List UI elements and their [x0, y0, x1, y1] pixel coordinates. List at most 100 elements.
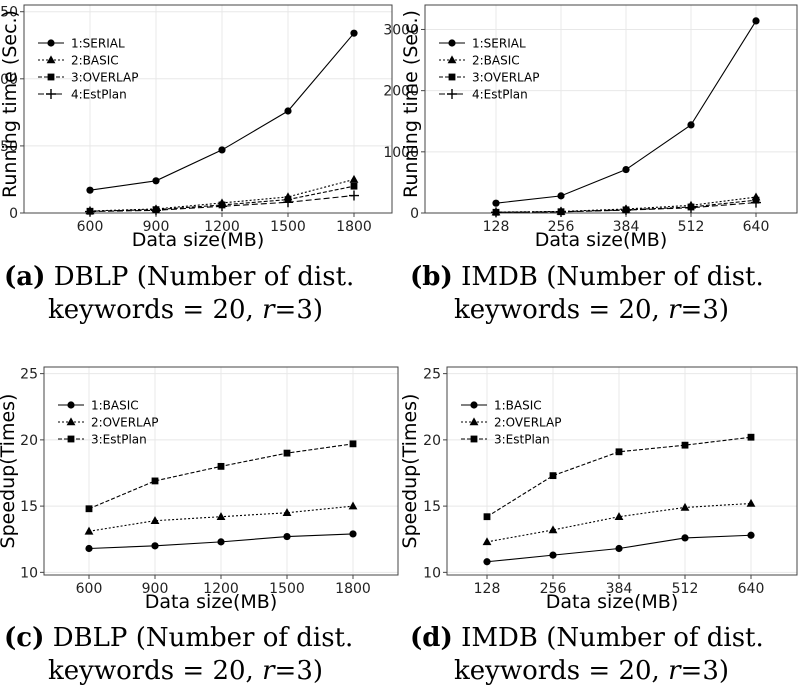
series-2-point	[348, 501, 358, 510]
series-4-point	[283, 197, 293, 208]
series-2-point	[482, 537, 492, 546]
y-axis-label: Speedup(Times)	[399, 394, 421, 549]
caption-value: =3)	[275, 295, 323, 325]
series-2-point	[84, 526, 94, 535]
y-tick-label: 20	[20, 433, 38, 449]
series-line	[89, 195, 355, 213]
x-tick-label: 384	[613, 219, 640, 235]
x-tick-label: 256	[540, 581, 567, 597]
series-3-point	[217, 462, 225, 470]
series-1-point	[687, 121, 695, 129]
y-tick-label: 100	[0, 72, 18, 88]
series-1-point	[492, 199, 500, 207]
legend-point	[447, 89, 457, 99]
x-axis-label: Data size(MB)	[132, 229, 265, 251]
series-1-point	[217, 538, 225, 546]
legend-entry: 2:BASIC	[71, 54, 119, 68]
x-tick-label: 900	[142, 581, 169, 597]
series-4-point	[621, 205, 631, 216]
series-3-point	[85, 505, 93, 513]
series-4-point	[85, 206, 95, 217]
x-axis-label: Data size(MB)	[546, 591, 679, 613]
caption-value: =3)	[275, 656, 323, 686]
caption-value: =3)	[681, 295, 729, 325]
x-tick-label: 1500	[270, 219, 306, 235]
series-1	[86, 29, 358, 194]
x-tick-label: 384	[606, 581, 633, 597]
caption-rest: (Number of dist.	[546, 262, 764, 292]
legend-point	[46, 89, 56, 99]
x-tick-label: 1200	[204, 219, 240, 235]
caption-db: IMDB	[461, 623, 538, 653]
series-4-point	[751, 197, 761, 208]
caption-space	[453, 262, 461, 292]
legend-point	[470, 401, 478, 409]
x-axis-label: Data size(MB)	[535, 229, 668, 251]
series-4-point	[686, 202, 696, 213]
caption-space	[660, 295, 668, 325]
legend-entry: 3:EstPlan	[494, 433, 550, 447]
y-tick-label: 15	[423, 499, 441, 515]
series-2	[482, 498, 756, 546]
legend-entry: 1:SERIAL	[472, 37, 526, 51]
gridlines	[44, 367, 398, 575]
chart-panel-2: 0 1000 2000 3000 128 256 384 512 640 Data size(MB…	[383, 4, 798, 325]
y-tick-label: 0	[410, 206, 419, 222]
series-1-point	[615, 544, 623, 553]
legend: 1:BASIC 2:OVERLAP 3:EstPlan	[461, 399, 561, 447]
legend-entry: 1:BASIC	[494, 399, 542, 413]
legend-entry: 3:OVERLAP	[472, 71, 539, 85]
caption-db: DBLP	[54, 262, 129, 292]
y-tick-label: 3000	[383, 22, 419, 38]
series-1-point	[85, 544, 93, 553]
legend-entry: 1:BASIC	[91, 399, 139, 413]
y-tick-label: 20	[423, 433, 441, 449]
chart-panel-4: 10 15 20 25 128 256 384 512 640 Data size(MB) Spee…	[399, 366, 798, 686]
caption-line-1: (c) DBLP (Number of dist.	[4, 623, 353, 653]
series-1-point	[283, 532, 291, 541]
series-2-point	[680, 502, 690, 511]
caption-variable: r	[668, 295, 682, 325]
y-tick-label: 0	[9, 206, 18, 222]
series-2	[84, 501, 358, 535]
legend-point	[67, 401, 75, 409]
legend-point	[47, 73, 55, 81]
x-tick-label: 1200	[203, 581, 239, 597]
legend-entry: 4:EstPlan	[71, 88, 127, 102]
y-axis-label: Speedup(Times)	[0, 394, 19, 549]
series-4	[85, 190, 359, 217]
series-3	[483, 433, 755, 521]
x-tick-label: 128	[474, 581, 501, 597]
legend-entry: 2:OVERLAP	[494, 416, 561, 430]
legend-point	[47, 39, 55, 47]
series-3-point	[350, 182, 358, 190]
x-tick-label: 900	[143, 219, 170, 235]
caption-rest: (Number of dist.	[546, 623, 764, 653]
caption-line-2: keywords = 20, r=3)	[48, 295, 323, 325]
legend: 1:SERIAL 2:BASIC 3:OVERLAP 4:EstPlan	[38, 37, 138, 102]
caption-db: DBLP	[53, 623, 128, 653]
caption-line-1: (b) IMDB (Number of dist.	[410, 262, 764, 292]
legend-point	[46, 55, 56, 64]
x-tick-label: 256	[548, 219, 575, 235]
series-2-point	[150, 516, 160, 524]
caption-space	[538, 262, 546, 292]
legend-entry: 2:BASIC	[472, 54, 520, 68]
legend-point	[469, 417, 479, 426]
legend-entry: 4:EstPlan	[472, 88, 528, 102]
caption-panel-label: (c)	[4, 623, 44, 653]
series-1-point	[483, 558, 491, 566]
chart-panel-1: 0 50 100 150 600 900 1200 1500 1800 Data size(MB)…	[0, 4, 393, 325]
gridlines	[24, 5, 392, 214]
x-axis-label: Data size(MB)	[145, 591, 278, 613]
y-tick-label: 25	[20, 367, 38, 383]
series-3-point	[681, 441, 689, 449]
caption-space	[453, 623, 461, 653]
caption-keywords: keywords = 20,	[454, 295, 660, 325]
legend: 1:BASIC 2:OVERLAP 3:EstPlan	[58, 399, 158, 447]
x-tick-label: 1800	[336, 219, 372, 235]
series-1-point	[681, 534, 689, 542]
caption-line-1: (d) IMDB (Number of dist.	[410, 623, 764, 653]
series-1-point	[549, 551, 557, 559]
